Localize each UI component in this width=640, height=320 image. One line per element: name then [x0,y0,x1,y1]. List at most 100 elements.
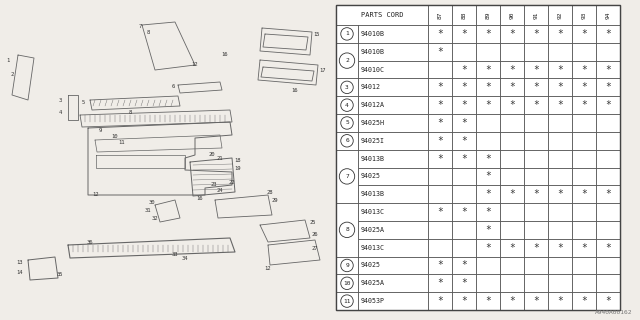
Text: *: * [581,100,587,110]
Text: 13: 13 [17,260,23,265]
Text: 9: 9 [99,127,102,132]
Bar [358,78,428,96]
Text: *: * [533,243,539,253]
Bar [452,203,476,221]
Bar [358,60,428,78]
Text: *: * [485,100,491,110]
Bar [452,60,476,78]
Text: 26: 26 [312,233,318,237]
Text: *: * [605,296,611,306]
Bar [596,96,620,114]
Text: *: * [557,82,563,92]
Bar [452,78,476,96]
Bar [548,150,572,167]
Bar [548,221,572,239]
Bar [524,60,548,78]
Circle shape [340,117,353,129]
Bar [524,114,548,132]
Text: *: * [485,29,491,39]
Bar [500,203,524,221]
Text: 32: 32 [152,215,158,220]
Bar [572,96,596,114]
Text: 8: 8 [147,29,150,35]
Text: 2: 2 [10,73,13,77]
Bar [548,78,572,96]
Text: 34: 34 [182,255,188,260]
Bar [452,114,476,132]
Bar [548,43,572,60]
Text: 6: 6 [172,84,175,90]
Text: 21: 21 [217,156,223,161]
Bar [596,43,620,60]
Bar [428,274,452,292]
Text: *: * [605,100,611,110]
Bar [336,25,358,43]
Bar [500,43,524,60]
Bar [452,274,476,292]
Text: *: * [533,189,539,199]
Bar [524,239,548,257]
Bar [548,167,572,185]
Text: 10: 10 [343,281,351,286]
Bar [452,25,476,43]
Bar [428,185,452,203]
Text: *: * [581,65,587,75]
Bar [358,185,428,203]
Bar [476,274,500,292]
Text: 20: 20 [209,153,215,157]
Text: 94013B: 94013B [361,156,385,162]
Text: *: * [437,82,443,92]
Text: 92: 92 [557,11,563,19]
Text: *: * [557,100,563,110]
Bar [524,292,548,310]
Bar [428,114,452,132]
Bar [336,43,358,78]
Text: *: * [605,243,611,253]
Bar [358,292,428,310]
Text: 10: 10 [112,134,118,140]
Text: 94025I: 94025I [361,138,385,144]
Text: *: * [485,82,491,92]
Bar [358,257,428,274]
Text: *: * [605,82,611,92]
Bar [524,167,548,185]
Bar [548,60,572,78]
Bar [336,5,620,310]
Bar [524,221,548,239]
Text: 91: 91 [534,11,538,19]
Bar [452,239,476,257]
Text: 17: 17 [320,68,326,73]
Text: 94012A: 94012A [361,102,385,108]
Text: *: * [485,172,491,181]
Text: *: * [509,296,515,306]
Bar [596,150,620,167]
Text: *: * [605,29,611,39]
Bar [336,203,358,257]
Text: *: * [605,65,611,75]
Text: *: * [509,29,515,39]
Text: *: * [533,100,539,110]
Bar [428,96,452,114]
Bar [476,257,500,274]
Text: 35: 35 [57,273,63,277]
Bar [476,167,500,185]
Bar [452,150,476,167]
Circle shape [339,169,355,184]
Text: *: * [557,296,563,306]
Text: 11: 11 [119,140,125,146]
Text: *: * [533,296,539,306]
Text: *: * [557,29,563,39]
Bar [524,274,548,292]
Text: *: * [461,260,467,270]
Bar [500,167,524,185]
Bar [428,257,452,274]
Text: *: * [509,65,515,75]
Text: 14: 14 [17,269,23,275]
Text: *: * [485,154,491,164]
Text: *: * [509,189,515,199]
Text: 1: 1 [6,58,10,62]
Text: *: * [461,118,467,128]
Text: 94025H: 94025H [361,120,385,126]
Bar [476,96,500,114]
Text: 16: 16 [292,87,298,92]
